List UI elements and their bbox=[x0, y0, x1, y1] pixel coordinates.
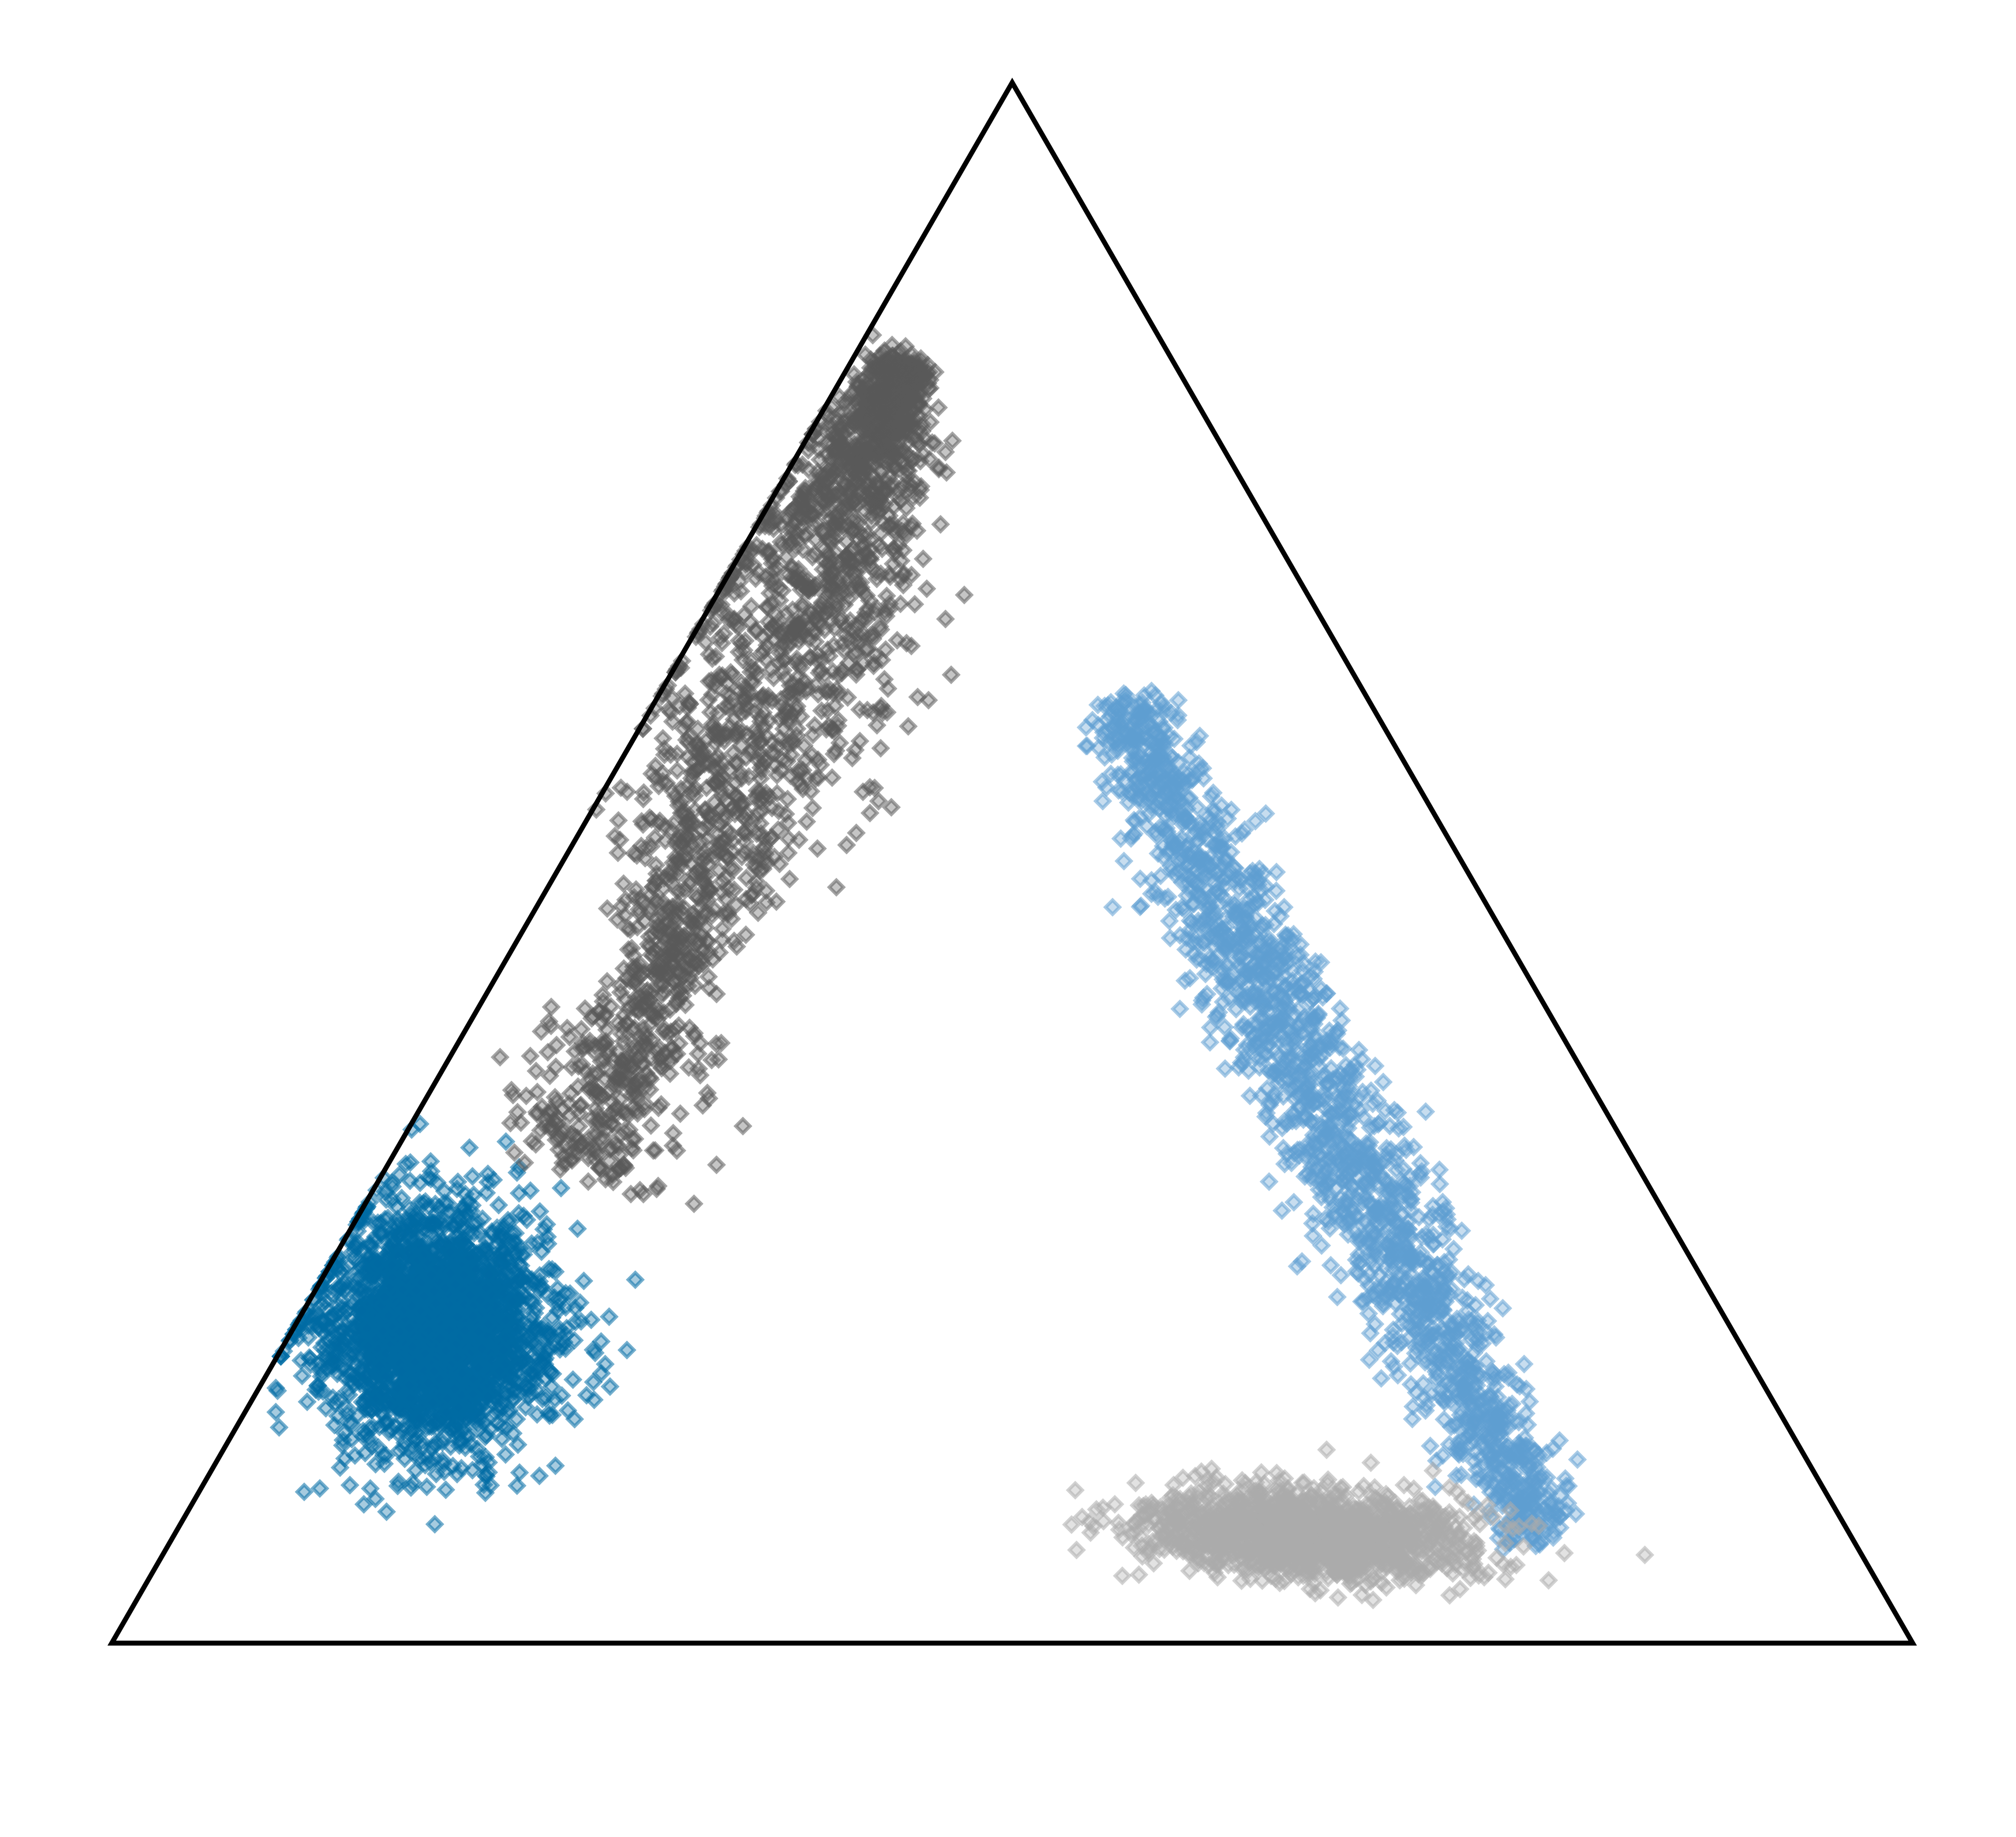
data-point bbox=[1170, 999, 1190, 1018]
data-point bbox=[847, 823, 866, 843]
data-point bbox=[510, 1463, 529, 1482]
data-point bbox=[1168, 690, 1188, 710]
data-point bbox=[507, 1476, 527, 1495]
data-point bbox=[599, 1307, 619, 1327]
data-point bbox=[425, 1515, 445, 1534]
data-point bbox=[860, 803, 880, 823]
data-point bbox=[571, 1293, 590, 1312]
data-point bbox=[1328, 1287, 1347, 1307]
data-point bbox=[377, 1502, 396, 1521]
data-point bbox=[496, 1445, 515, 1464]
data-point bbox=[1430, 1160, 1449, 1180]
data-point bbox=[1200, 1033, 1220, 1052]
data-point bbox=[563, 1370, 582, 1389]
data-point bbox=[626, 1270, 645, 1289]
data-point bbox=[1093, 791, 1113, 811]
data-point bbox=[1103, 898, 1122, 917]
data-point bbox=[436, 1480, 455, 1500]
data-point bbox=[1421, 1436, 1440, 1456]
data-point bbox=[1240, 1086, 1259, 1105]
data-point bbox=[1568, 1450, 1587, 1469]
data-point bbox=[574, 1271, 593, 1290]
data-point bbox=[460, 1138, 479, 1157]
data-point bbox=[780, 870, 799, 889]
data-point bbox=[1331, 1266, 1350, 1285]
data-point bbox=[417, 1477, 437, 1497]
data-point bbox=[546, 1456, 565, 1475]
data-point bbox=[298, 1392, 317, 1412]
data-point bbox=[266, 1402, 285, 1422]
data-point bbox=[1493, 1298, 1513, 1318]
data-point bbox=[340, 1475, 359, 1495]
data-point bbox=[568, 1219, 587, 1239]
data-point bbox=[583, 1373, 603, 1392]
data-point bbox=[595, 1354, 615, 1374]
data-point bbox=[406, 1461, 425, 1480]
data-point bbox=[489, 1195, 508, 1215]
data-point bbox=[310, 1479, 329, 1498]
data-point bbox=[617, 1340, 636, 1360]
data-point bbox=[551, 1178, 571, 1198]
data-point bbox=[608, 843, 627, 863]
data-point bbox=[707, 1155, 726, 1175]
data-point bbox=[917, 579, 937, 598]
data-point bbox=[269, 1418, 289, 1437]
data-points bbox=[266, 325, 1655, 1609]
data-point bbox=[1259, 1172, 1279, 1192]
data-point bbox=[1426, 1477, 1445, 1497]
data-point bbox=[1267, 863, 1286, 882]
data-point bbox=[463, 1167, 482, 1186]
data-point bbox=[496, 1132, 516, 1151]
data-point bbox=[295, 1482, 314, 1502]
data-point bbox=[530, 1466, 549, 1485]
data-point bbox=[1372, 1369, 1391, 1388]
data-point bbox=[1114, 851, 1134, 871]
data-point bbox=[1365, 1056, 1385, 1076]
data-point bbox=[1260, 1127, 1279, 1146]
data-point bbox=[1272, 1201, 1292, 1220]
data-point bbox=[1215, 1059, 1235, 1078]
data-point bbox=[1321, 1256, 1341, 1275]
data-point bbox=[1374, 1072, 1393, 1092]
data-point bbox=[1284, 1193, 1303, 1212]
data-point bbox=[292, 1366, 312, 1385]
data-point bbox=[1416, 1102, 1435, 1121]
data-point bbox=[530, 1202, 549, 1221]
data-point bbox=[1430, 1174, 1449, 1194]
data-point bbox=[609, 811, 628, 830]
data-point bbox=[1515, 1354, 1534, 1374]
data-point bbox=[600, 1377, 620, 1396]
